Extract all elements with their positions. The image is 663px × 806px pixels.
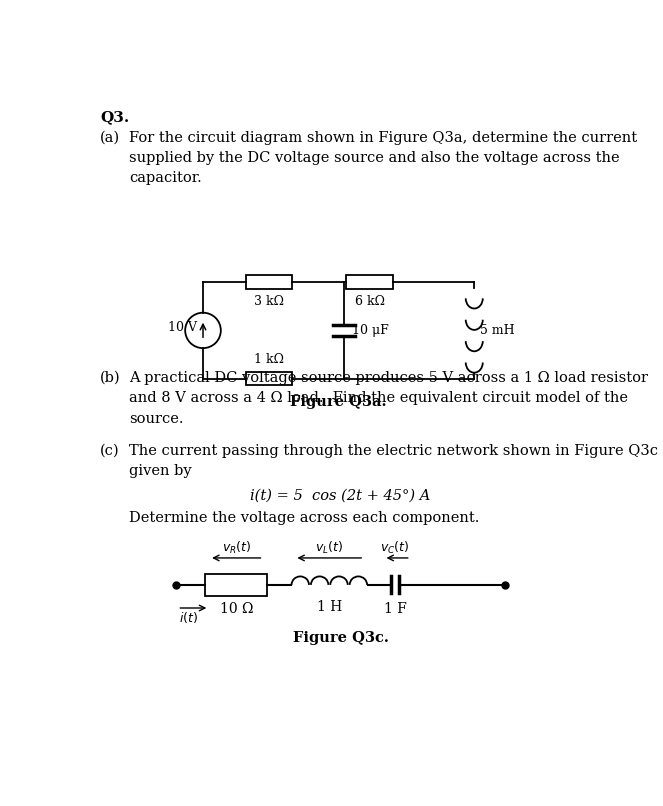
Text: and 8 V across a 4 Ω load.  Find the equivalent circuit model of the: and 8 V across a 4 Ω load. Find the equi… xyxy=(129,391,629,405)
Text: $v_L(t)$: $v_L(t)$ xyxy=(315,539,343,555)
Text: Q3.: Q3. xyxy=(100,110,129,125)
Text: given by: given by xyxy=(129,464,192,479)
Text: (b): (b) xyxy=(100,371,121,384)
Text: 6 kΩ: 6 kΩ xyxy=(355,295,385,308)
Text: Figure Q3a.: Figure Q3a. xyxy=(290,396,387,409)
Text: 10 μF: 10 μF xyxy=(352,324,389,337)
Text: Figure Q3c.: Figure Q3c. xyxy=(292,631,389,645)
Bar xyxy=(206,574,267,596)
Bar xyxy=(245,372,292,385)
Bar xyxy=(245,276,292,289)
Text: Determine the voltage across each component.: Determine the voltage across each compon… xyxy=(129,511,480,526)
Text: 1 H: 1 H xyxy=(317,600,342,614)
Text: 10 Ω: 10 Ω xyxy=(219,602,253,616)
Text: 1 kΩ: 1 kΩ xyxy=(254,353,284,366)
Text: $i(t)$: $i(t)$ xyxy=(179,610,198,625)
Text: For the circuit diagram shown in Figure Q3a, determine the current: For the circuit diagram shown in Figure … xyxy=(129,131,638,144)
Text: supplied by the DC voltage source and also the voltage across the: supplied by the DC voltage source and al… xyxy=(129,151,620,165)
Text: $v_R(t)$: $v_R(t)$ xyxy=(221,539,251,555)
Text: capacitor.: capacitor. xyxy=(129,172,202,185)
Text: The current passing through the electric network shown in Figure Q3c is: The current passing through the electric… xyxy=(129,444,663,458)
Text: (a): (a) xyxy=(100,131,120,144)
Text: 10 V: 10 V xyxy=(168,321,197,334)
Text: $v_C(t)$: $v_C(t)$ xyxy=(381,539,410,555)
Text: i(t) = 5  cos (2t + 45°) A: i(t) = 5 cos (2t + 45°) A xyxy=(249,489,430,503)
Text: 5 mH: 5 mH xyxy=(481,324,515,337)
Text: 1 F: 1 F xyxy=(384,602,406,616)
Text: A practical DC voltage source produces 5 V across a 1 Ω load resistor: A practical DC voltage source produces 5… xyxy=(129,371,648,384)
Text: source.: source. xyxy=(129,412,184,426)
Text: 3 kΩ: 3 kΩ xyxy=(254,295,284,308)
Text: (c): (c) xyxy=(100,444,119,458)
Bar xyxy=(346,276,393,289)
